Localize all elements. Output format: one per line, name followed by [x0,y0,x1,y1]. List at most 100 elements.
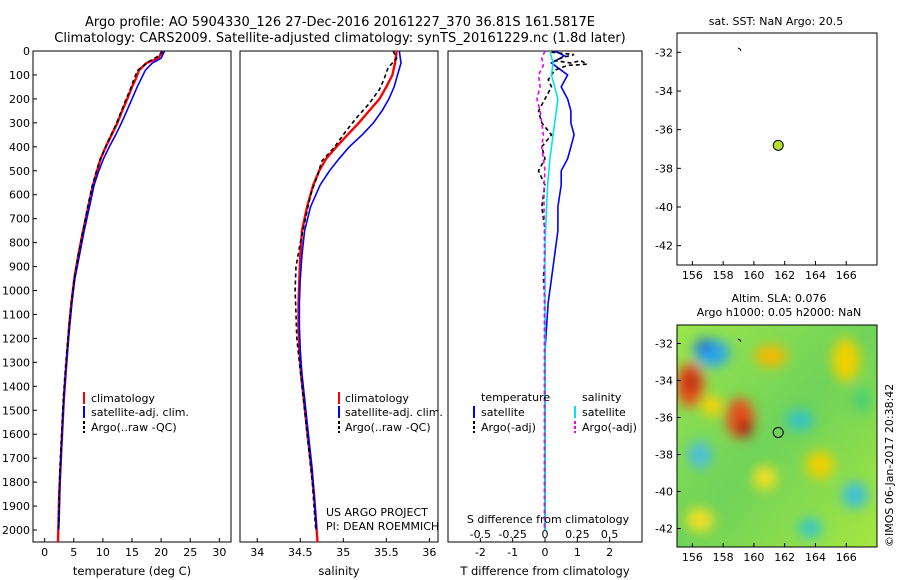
legend-argo: Argo(..raw -QC) [345,421,431,434]
x-tick-label: 166 [836,269,857,282]
temperature-series [56,50,166,543]
t-difference-ticks: -2 -1 0 1 2 [475,538,613,559]
x-tick-label: 160 [743,269,764,282]
x-tick-label: 0 [41,546,48,559]
y-tick-label: 2000 [2,524,30,537]
y-tick-label: 1000 [2,285,30,298]
legend-t-argo: Argo(-adj) [481,421,536,434]
x-tick-label: 10 [96,546,110,559]
x-tick-label: 158 [713,269,734,282]
pi-annotation: PI: DEAN ROEMMICH [326,520,439,533]
salinity-xlabel: salinity [318,564,359,578]
legend-t-satellite: satellite [481,406,525,419]
y-tick-label: -34 [655,375,673,388]
s-tick-label: -0.25 [498,528,526,541]
y-tick-label: -32 [655,46,673,59]
x-tick-label: 35.5 [374,546,399,559]
y-tick-label: -40 [655,486,673,499]
salinity-panel: 34 34.5 35 35.5 36 salinity climatology sate… [239,50,443,578]
project-annotation: US ARGO PROJECT [326,506,428,519]
series-line [536,50,546,530]
y-tick-label: 1500 [2,404,30,417]
y-tick-label: -34 [655,85,673,98]
y-tick-label: 1900 [2,500,30,513]
s-tick-label: 0.5 [601,528,619,541]
sla-map-panel: Altim. SLA: 0.076 Argo h1000: 0.05 h2000… [655,292,896,564]
s-difference-xlabel: S difference from climatology [467,513,630,526]
series-line [297,50,398,543]
y-tick-label: -40 [655,201,673,214]
difference-legend: temperature satellite Argo(-adj) salinit… [473,391,637,434]
x-tick-label: 2 [606,546,613,559]
legend-satellite: satellite-adj. clim. [91,406,189,419]
x-tick-label: 162 [774,551,795,564]
temperature-ticks: 0 5 10 15 20 25 30 [41,538,226,559]
x-tick-label: 0 [542,546,549,559]
y-tick-label: 1800 [2,476,30,489]
sla-map-title1: Altim. SLA: 0.076 [731,292,826,305]
x-tick-label: 34 [250,546,264,559]
y-tick-label: 1100 [2,308,30,321]
y-tick-label: 600 [9,189,30,202]
salinity-ticks: 34 34.5 35 35.5 36 [250,538,436,559]
series-line [57,50,166,531]
salinity-series [294,50,402,543]
float-position-marker [772,139,784,151]
x-tick-label: -2 [475,546,486,559]
x-tick-label: 162 [774,269,795,282]
legend-climatology: climatology [91,392,155,405]
y-tick-label: -38 [655,449,673,462]
x-tick-label: 166 [836,551,857,564]
x-tick-label: 36 [422,546,436,559]
y-tick-label: 800 [9,237,30,250]
sla-map-title2: Argo h1000: 0.05 h2000: NaN [697,306,862,319]
x-tick-label: 25 [183,546,197,559]
x-tick-label: 156 [682,551,703,564]
temperature-legend: climatology satellite-adj. clim. Argo(..… [83,392,189,434]
x-tick-label: 5 [70,546,77,559]
series-line [537,51,590,530]
header-line1: Argo profile: AO 5904330_126 27-Dec-2016… [85,15,595,30]
y-tick-label: -38 [655,162,673,175]
legend-salinity-title: salinity [582,391,622,404]
sla-heatmap [677,325,877,547]
series-line [544,50,575,530]
imos-watermark: ©IMOS 06-Jan-2017 20:38:42 [883,384,896,547]
sla-map-ticks: 156 158 160 162 164 166 -32 -34 -36 -38 -40 -42 [655,338,857,565]
legend-satellite: satellite-adj. clim. [345,406,443,419]
x-tick-label: 35 [336,546,350,559]
legend-temperature-title: temperature [481,391,550,404]
x-tick-label: 34.5 [288,546,313,559]
y-tick-label: 200 [9,93,30,106]
header-line2: Climatology: CARS2009. Satellite-adjuste… [54,31,626,46]
y-tick-label: 0 [23,45,30,58]
y-tick-label: -32 [655,338,673,351]
salinity-axes-frame [239,50,439,543]
x-tick-label: 160 [743,551,764,564]
x-tick-label: 15 [125,546,139,559]
x-tick-label: 164 [805,551,826,564]
sla-map-points [772,426,784,438]
series-line [544,50,559,530]
x-tick-label: 156 [682,269,703,282]
series-line [298,50,402,531]
series-line [57,50,163,530]
t-difference-xlabel: T difference from climatology [459,564,630,578]
x-tick-label: 1 [574,546,581,559]
series-line [294,50,398,531]
y-tick-label: -36 [655,124,673,137]
temperature-xlabel: temperature (deg C) [73,564,191,578]
y-tick-label: 1600 [2,428,30,441]
y-tick-label: -36 [655,412,673,425]
difference-panel: -2 -1 0 1 2 -0.5 -0.25 0 0.25 0.5 T difference f… [447,50,643,578]
sst-map-ticks: 156 158 160 162 164 166 -32 -34 -36 -38 -40 -42 [655,46,857,282]
sst-map-title: sat. SST: NaN Argo: 20.5 [709,15,843,28]
x-tick-label: -1 [507,546,518,559]
legend-argo: Argo(..raw -QC) [91,421,177,434]
series-line [56,50,164,543]
y-tick-label: 1300 [2,356,30,369]
y-tick-label: 300 [9,117,30,130]
difference-series [536,50,590,530]
s-tick-label: 0.25 [565,528,590,541]
